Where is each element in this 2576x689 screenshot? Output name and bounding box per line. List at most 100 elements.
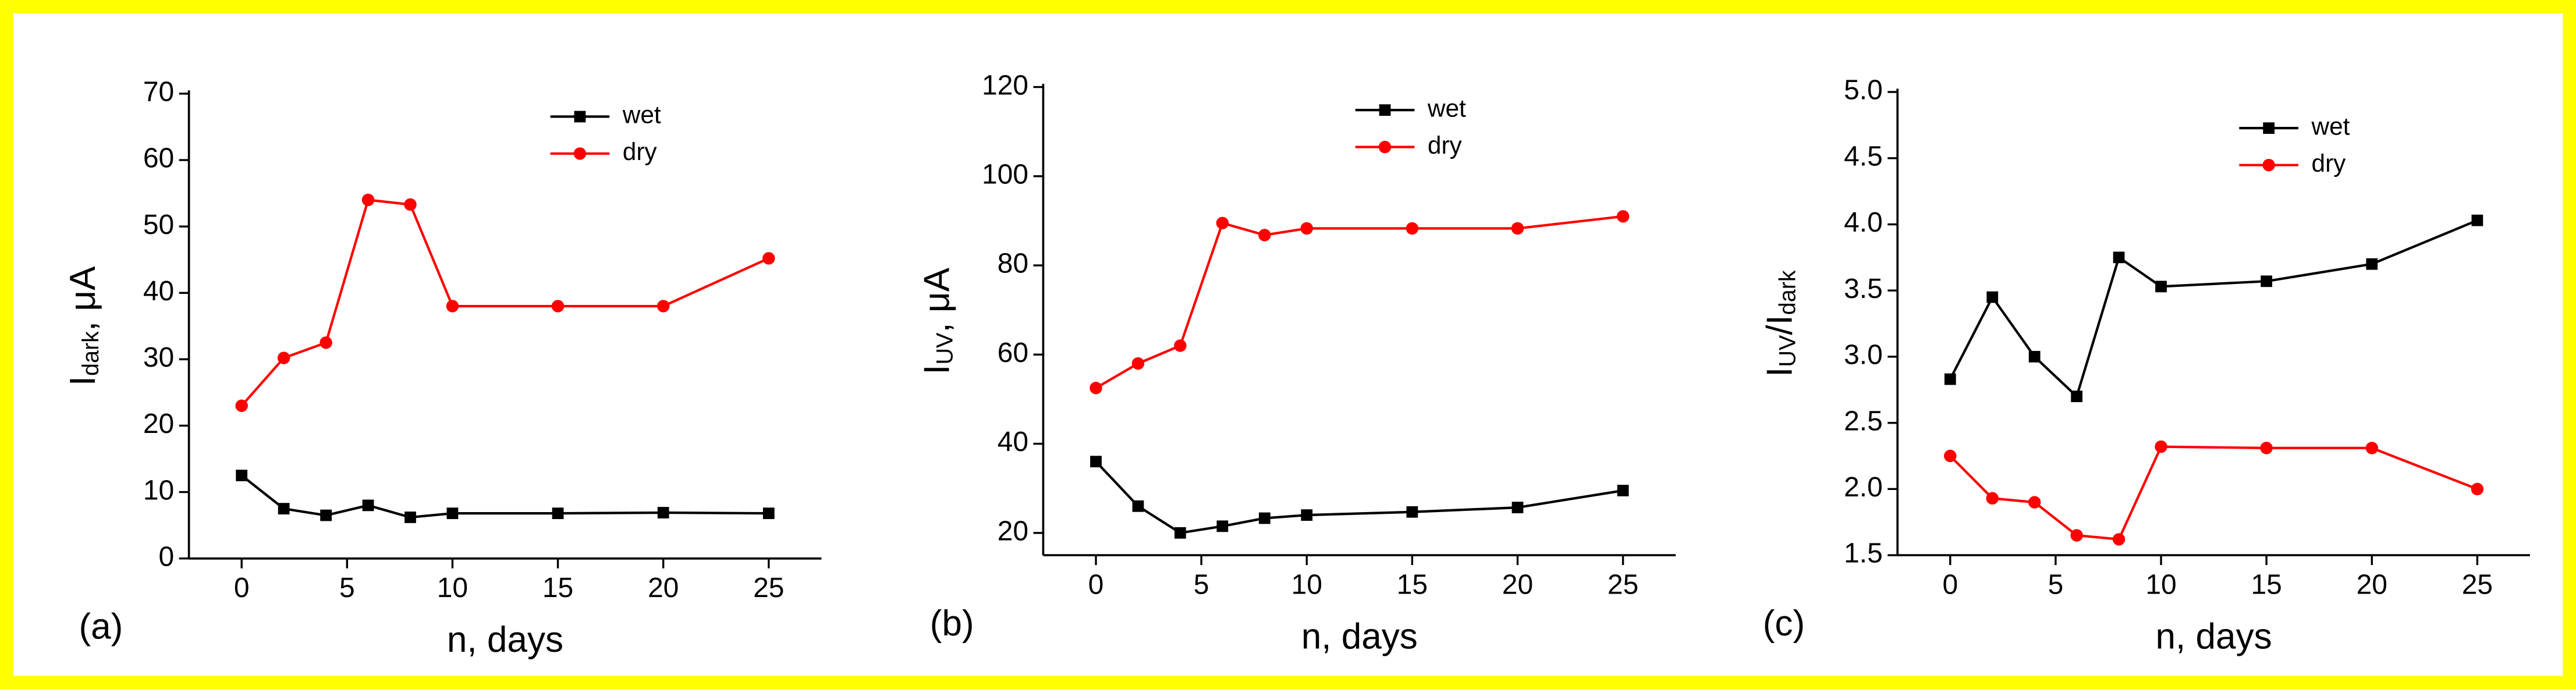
y-tick-label: 1.5	[1844, 538, 1883, 569]
y-axis-label-part: , μA	[63, 266, 103, 331]
y-tick-label: 4.0	[1844, 207, 1883, 238]
y-tick-label: 100	[982, 159, 1028, 190]
marker	[2028, 496, 2041, 509]
y-axis-label-part: dark	[78, 331, 104, 376]
y-axis-label-part: I	[63, 376, 103, 386]
x-tick-label: 0	[1942, 569, 1958, 600]
y-axis-label-part: UV	[1775, 335, 1801, 367]
x-tick-label: 25	[2462, 569, 2493, 600]
marker	[362, 499, 374, 512]
y-tick-label: 10	[143, 475, 174, 506]
x-tick-label: 10	[1291, 569, 1322, 600]
marker	[1617, 485, 1629, 496]
y-axis-label: Idark, μA	[63, 266, 104, 386]
marker	[361, 193, 375, 207]
marker	[552, 507, 564, 520]
marker	[2261, 275, 2273, 287]
x-tick-label: 5	[1194, 569, 1209, 600]
legend-marker	[1379, 104, 1391, 116]
y-tick-label: 40	[143, 276, 174, 307]
x-axis-label: n, days	[1301, 616, 1418, 656]
marker	[277, 351, 290, 364]
legend-marker	[1378, 140, 1392, 154]
canvas	[13, 13, 2563, 676]
marker	[446, 507, 459, 520]
y-tick-label: 20	[143, 409, 174, 439]
marker	[2155, 440, 2167, 453]
marker	[1300, 222, 1313, 235]
marker	[320, 509, 332, 521]
marker	[1216, 520, 1229, 532]
marker	[1174, 339, 1187, 352]
y-axis-label: IUV, μA	[917, 267, 958, 374]
marker	[1258, 512, 1271, 524]
marker	[2365, 442, 2379, 454]
legend-marker	[2263, 122, 2275, 134]
legend-marker	[573, 147, 587, 160]
marker	[404, 198, 417, 211]
x-tick-label: 0	[1088, 569, 1104, 600]
y-tick-label: 80	[998, 248, 1028, 279]
y-axis-label-part: I	[917, 364, 957, 374]
marker	[1090, 382, 1102, 395]
marker	[1511, 222, 1524, 235]
marker	[1616, 210, 1630, 223]
legend-marker	[2262, 158, 2275, 172]
panel-label: (b)	[930, 603, 974, 644]
marker	[405, 512, 416, 523]
y-axis-label: IUV/Idark	[1760, 270, 1801, 377]
y-tick-label: 50	[143, 209, 174, 240]
legend-marker	[574, 111, 586, 123]
y-axis-label-part: , μA	[917, 267, 957, 332]
x-axis-label: n, days	[2156, 616, 2272, 656]
y-tick-label: 4.5	[1844, 141, 1883, 172]
y-axis-label-part: /I	[1760, 315, 1800, 335]
marker	[762, 252, 775, 265]
marker	[235, 399, 248, 412]
y-axis-label-part: I	[1760, 367, 1800, 377]
y-tick-label: 70	[143, 77, 174, 108]
marker	[2366, 258, 2378, 270]
y-tick-label: 40	[998, 427, 1028, 457]
marker	[2260, 442, 2273, 454]
marker	[1216, 216, 1229, 230]
x-tick-label: 0	[234, 573, 250, 603]
x-tick-label: 15	[542, 573, 573, 603]
marker	[657, 507, 669, 518]
y-tick-label: 120	[982, 70, 1028, 101]
marker	[1174, 527, 1186, 539]
y-axis-label-part: UV	[932, 332, 958, 365]
x-tick-label: 20	[2357, 569, 2387, 600]
x-tick-label: 10	[2145, 569, 2176, 600]
marker	[762, 507, 775, 520]
y-tick-label: 60	[998, 338, 1028, 368]
y-tick-label: 3.0	[1844, 340, 1883, 371]
marker	[1406, 506, 1418, 518]
marker	[1944, 373, 1956, 385]
marker	[446, 300, 459, 312]
marker	[236, 470, 248, 481]
legend-label: dry	[623, 138, 658, 165]
marker	[1511, 502, 1524, 513]
marker	[2471, 214, 2483, 226]
x-tick-label: 5	[339, 573, 355, 603]
marker	[1301, 509, 1313, 521]
y-tick-label: 2.5	[1844, 406, 1883, 436]
legend-label: dry	[2312, 150, 2347, 177]
marker	[1090, 456, 1102, 468]
marker	[657, 300, 670, 312]
panel-label: (a)	[79, 607, 123, 647]
x-tick-label: 5	[2048, 569, 2064, 600]
x-tick-label: 15	[1397, 569, 1428, 600]
marker	[551, 300, 565, 312]
y-tick-label: 3.5	[1844, 274, 1883, 304]
marker	[320, 336, 332, 349]
legend-label: wet	[2311, 112, 2350, 140]
marker	[1258, 229, 1271, 241]
marker	[1131, 357, 1145, 370]
y-tick-label: 20	[998, 516, 1028, 546]
marker	[1986, 492, 1999, 505]
marker	[2071, 390, 2083, 403]
